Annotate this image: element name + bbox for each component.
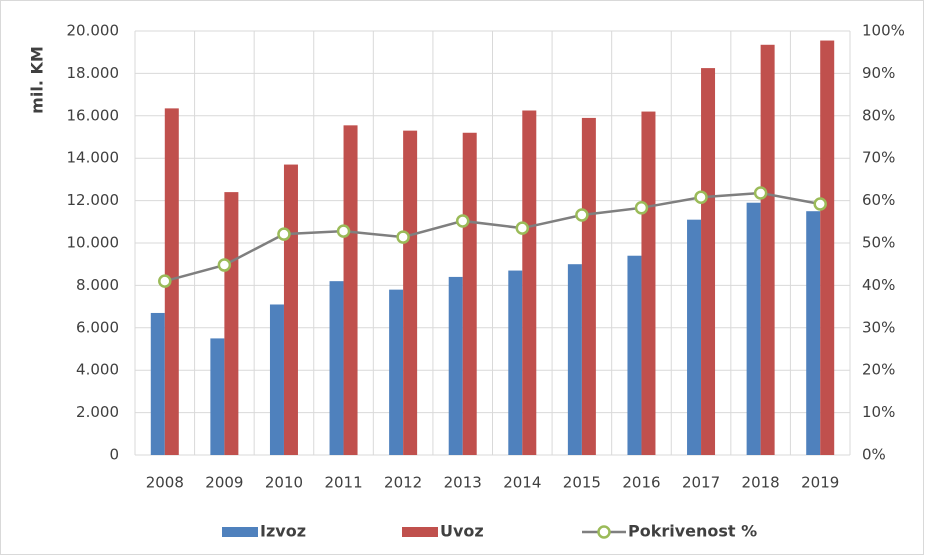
legend-label: Pokrivenost % [628,522,757,541]
line-marker [396,230,410,244]
line-marker [813,197,827,211]
bar [329,281,344,455]
line-marker [158,274,172,288]
y2-tick-label: 80% [862,106,895,124]
bar [627,255,642,455]
y-tick-label: 18.000 [67,64,120,82]
bar [210,338,225,455]
x-tick-label: 2019 [801,474,839,492]
bar [701,68,716,455]
bar [760,44,775,455]
y2-tick-label: 50% [862,234,895,252]
bar [820,40,835,455]
y-tick-label: 6.000 [76,318,119,336]
bar [164,108,179,455]
line-marker [336,224,351,238]
x-tick-label: 2010 [265,474,303,492]
bar [150,312,165,455]
bar [462,132,477,455]
bar [746,202,761,455]
x-tick-label: 2009 [205,474,243,492]
bar [269,304,284,455]
x-tick-label: 2017 [682,474,720,492]
legend-label: Uvoz [440,522,484,541]
y-axis-label: mil. KM [28,46,47,114]
x-tick-label: 2013 [444,474,482,492]
x-tick-label: 2011 [324,474,362,492]
y2-tick-label: 90% [862,64,895,82]
legend-swatch [222,527,258,537]
y2-tick-label: 40% [862,276,895,294]
line-marker [277,227,291,241]
line [164,191,821,283]
y-tick-label: 4.000 [76,361,119,379]
y-tick-label: 20.000 [67,22,120,40]
y2-tick-label: 20% [862,361,895,379]
bar [687,219,702,455]
x-tick-label: 2014 [503,474,541,492]
line-marker [217,258,232,272]
y-tick-label: 2.000 [76,403,119,421]
y-tick-label: 14.000 [67,149,120,167]
x-tick-label: 2008 [146,474,184,492]
bar [508,270,523,455]
y-tick-label: 0 [109,446,119,464]
y-tick-label: 16.000 [67,106,120,124]
x-tick-label: 2018 [742,474,780,492]
bar [641,111,656,455]
legend-swatch [402,527,438,537]
legend-label: Izvoz [260,522,306,541]
line-marker [634,201,649,215]
bar [806,211,821,455]
y-tick-label: 12.000 [67,191,120,209]
legend-marker [597,525,611,539]
line-marker [753,186,768,200]
line-marker [694,190,708,204]
y2-tick-label: 30% [862,318,895,336]
bar [403,130,418,455]
y2-tick-label: 100% [862,22,905,40]
x-tick-label: 2012 [384,474,422,492]
bar [283,164,298,455]
x-tick-label: 2016 [622,474,660,492]
bar [522,110,537,455]
line-marker [455,214,470,228]
line-marker [575,208,589,222]
y2-tick-label: 0% [862,446,886,464]
bar [448,276,463,455]
y-tick-label: 8.000 [76,276,119,294]
bar [567,264,582,455]
x-tick-label: 2015 [563,474,601,492]
y2-tick-label: 60% [862,191,895,209]
bar [581,117,596,456]
bar [389,289,404,455]
bar [343,125,358,455]
line-marker [515,221,530,235]
bar [224,192,239,455]
y2-tick-label: 10% [862,403,895,421]
y2-tick-label: 70% [862,149,895,167]
y-tick-label: 10.000 [67,234,120,252]
